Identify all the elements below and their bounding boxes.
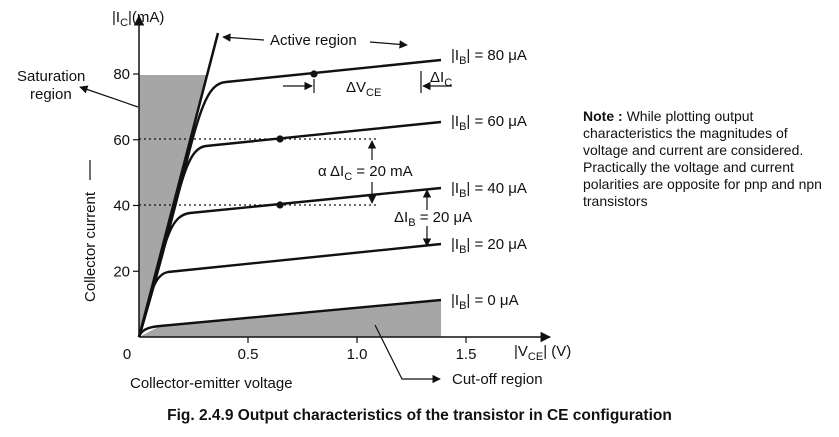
curve-label-80: |IB| = 80 μA xyxy=(451,47,527,67)
active-region-label: Active region xyxy=(270,32,357,49)
operating-point-80 xyxy=(310,70,318,78)
y-tick-label: 80 xyxy=(113,66,130,83)
cutoff-region-label: Cut-off region xyxy=(452,371,543,388)
active-region-arrow-left xyxy=(222,33,265,42)
cutoff-region-shade xyxy=(139,300,441,337)
x-tick-label: 0.5 xyxy=(238,346,259,363)
x-axis-label: |VCE| (V) xyxy=(514,343,571,363)
curve-label-40: |IB| = 40 μA xyxy=(451,180,527,200)
x-tick-label: 1.5 xyxy=(456,346,477,363)
saturation-label-line1: Saturation xyxy=(17,68,85,85)
y-tick-label: 60 xyxy=(113,132,130,149)
alpha-dic-label: α ΔIC = 20 mA xyxy=(318,163,413,183)
curve-label-20: |IB| = 20 μA xyxy=(451,236,527,256)
x-axis-ticks: 0 0.5 1.0 1.5 xyxy=(123,337,477,363)
active-region-arrow-right xyxy=(369,40,408,49)
characteristic-curves xyxy=(137,58,442,338)
saturation-label-line2: region xyxy=(30,86,72,103)
saturation-arrow xyxy=(79,85,139,108)
y-axis-label: |IC|(mA) xyxy=(112,9,164,29)
note-text: Note : While plotting output characteris… xyxy=(583,108,823,210)
operating-point-40 xyxy=(276,201,284,209)
x-tick-label: 0 xyxy=(123,346,131,363)
note-body: While plotting output characteristics th… xyxy=(583,108,822,209)
y-tick-label: 20 xyxy=(113,263,130,280)
curve-label-0: |IB| = 0 μA xyxy=(451,292,519,312)
cutoff-arrow xyxy=(374,324,441,384)
note-bold: Note : xyxy=(583,108,623,124)
dvce-label: ΔVCE xyxy=(346,79,381,99)
figure-caption: Fig. 2.4.9 Output characteristics of the… xyxy=(167,407,672,424)
y-axis-title: Collector current xyxy=(82,191,99,302)
operating-point-60 xyxy=(276,135,284,143)
y-axis-ticks: 20 40 60 80 xyxy=(113,66,139,280)
dic-label: ΔIC xyxy=(430,69,452,89)
x-tick-label: 1.0 xyxy=(347,346,368,363)
curve-label-60: |IB| = 60 μA xyxy=(451,113,527,133)
dib-label: ΔIB = 20 μA xyxy=(394,209,472,229)
y-tick-label: 40 xyxy=(113,198,130,215)
x-axis-title: Collector-emitter voltage xyxy=(130,375,293,392)
curve-ib-80 xyxy=(137,58,442,338)
